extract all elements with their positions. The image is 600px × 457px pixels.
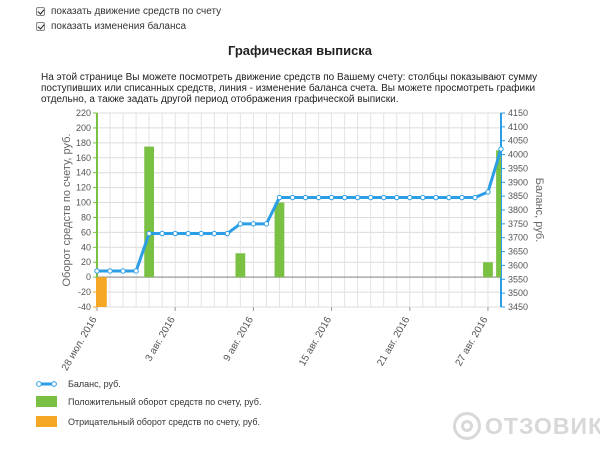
left-axis-tick-label: 140	[76, 168, 91, 178]
balance-point	[381, 194, 387, 201]
balance-point	[133, 268, 139, 274]
balance-point	[185, 230, 191, 237]
legend-balance: Баланс, руб.	[36, 379, 121, 389]
left-axis-tick-label: 60	[81, 227, 91, 237]
positive-turnover-bar	[483, 262, 493, 278]
page-description: На этой странице Вы можете посмотреть дв…	[41, 72, 538, 105]
balance-point	[276, 194, 283, 201]
show-movement-option[interactable]: показать движение средств по счету	[36, 6, 221, 17]
right-axis-tick-label: 3800	[508, 205, 528, 215]
balance-point	[407, 194, 413, 201]
balance-point	[198, 230, 204, 237]
left-axis-tick-label: 100	[76, 198, 91, 208]
left-axis-title: Оборот средств по счету, руб.	[61, 133, 73, 286]
x-axis-tick-label: 15 авг. 2016	[297, 315, 334, 369]
balance-point	[94, 268, 100, 274]
left-axis-tick-label: 120	[76, 183, 91, 193]
left-axis-tick-label: 160	[76, 153, 91, 163]
left-axis-tick-label: -40	[78, 302, 91, 312]
left-axis-tick-label: 20	[81, 257, 91, 267]
x-axis-tick-label: 9 авг. 2016	[222, 315, 256, 364]
page-title: Графическая выписка	[227, 43, 373, 58]
right-axis-tick-label: 3450	[508, 302, 528, 312]
brand-logo-icon	[453, 412, 481, 440]
balance-point	[354, 194, 361, 201]
balance-point	[498, 146, 504, 152]
brand-name: ОТЗОВИК	[485, 412, 600, 439]
brand-watermark: ОТЗОВИК	[453, 412, 600, 440]
positive-turnover-bar	[496, 150, 501, 278]
right-axis-tick-label: 3650	[508, 247, 528, 257]
left-axis-tick-label: 200	[76, 123, 91, 133]
right-axis-tick-label: 4100	[508, 122, 528, 132]
legend-positive: Положительный оборот средств по счету, р…	[36, 396, 261, 407]
balance-point	[341, 194, 348, 201]
right-axis-tick-label: 3700	[508, 233, 528, 243]
balance-point	[237, 221, 244, 227]
show-movement-checkbox[interactable]	[36, 7, 45, 16]
right-axis-tick-label: 3950	[508, 163, 528, 173]
legend-negative-label: Отрицательный оборот средств по счету, р…	[68, 416, 260, 427]
balance-point	[146, 230, 152, 237]
right-axis-title: Баланс, руб.	[533, 178, 545, 243]
balance-point	[107, 268, 113, 274]
balance-point	[459, 194, 465, 201]
x-axis-tick-label: 27 авг. 2016	[454, 315, 491, 369]
balance-point	[367, 194, 374, 201]
legend-positive-label: Положительный оборот средств по счету, р…	[68, 396, 262, 407]
balance-point	[446, 194, 452, 201]
positive-turnover-bar	[274, 202, 285, 278]
right-axis-tick-label: 3500	[508, 288, 528, 298]
right-axis-tick-label: 4150	[508, 108, 528, 118]
balance-line	[97, 148, 503, 273]
positive-bar-swatch	[36, 396, 57, 407]
right-axis-tick-label: 3600	[508, 260, 528, 270]
balance-point	[211, 230, 217, 237]
balance-point	[472, 194, 478, 201]
balance-point	[302, 194, 309, 201]
balance-point	[250, 221, 257, 227]
balance-point	[289, 194, 296, 201]
balance-point	[120, 268, 126, 274]
left-axis-tick-label: 220	[76, 108, 91, 118]
left-axis-tick-label: 80	[81, 212, 91, 222]
right-axis-tick-label: 3900	[508, 177, 528, 187]
left-axis-tick-label: 40	[81, 242, 91, 252]
balance-point	[485, 189, 491, 195]
balance-point	[224, 230, 231, 237]
legend-balance-label: Баланс, руб.	[68, 379, 121, 389]
left-axis-tick-label: 0	[86, 272, 91, 282]
show-balance-option[interactable]: показать изменения баланса	[36, 21, 186, 32]
show-balance-checkbox[interactable]	[36, 22, 45, 31]
balance-point	[263, 221, 270, 227]
left-axis-tick-label: -20	[78, 287, 91, 297]
x-axis-tick-label: 28 июл. 2016	[60, 315, 100, 373]
positive-turnover-bar	[235, 253, 246, 278]
balance-point	[433, 194, 439, 201]
x-axis-tick-label: 3 авг. 2016	[144, 315, 178, 364]
right-axis-tick-label: 4050	[508, 136, 528, 146]
balance-point	[172, 230, 178, 237]
balance-point	[328, 194, 335, 201]
balance-point	[159, 230, 165, 237]
positive-turnover-bar	[144, 146, 155, 278]
right-axis-tick-label: 3750	[508, 219, 528, 229]
balance-point	[420, 194, 426, 201]
legend-negative: Отрицательный оборот средств по счету, р…	[36, 416, 260, 427]
negative-bar-swatch	[36, 416, 57, 427]
balance-line-icon	[36, 381, 57, 387]
x-axis-tick-label: 21 авг. 2016	[375, 315, 412, 369]
balance-point	[394, 194, 400, 201]
right-axis-tick-label: 3850	[508, 191, 528, 201]
show-balance-label: показать изменения баланса	[51, 21, 187, 32]
show-movement-label: показать движение средств по счету	[51, 6, 222, 17]
right-axis-tick-label: 4000	[508, 150, 528, 160]
left-axis-tick-label: 180	[76, 138, 91, 148]
right-axis-tick-label: 3550	[508, 274, 528, 284]
balance-point	[315, 194, 322, 201]
negative-turnover-bar	[97, 277, 107, 307]
